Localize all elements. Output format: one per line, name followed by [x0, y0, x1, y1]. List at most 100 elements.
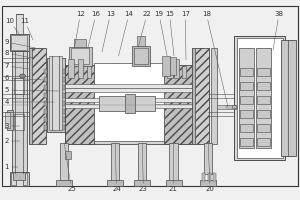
Bar: [62, 125, 65, 130]
Bar: [164, 65, 192, 144]
Text: 17: 17: [181, 11, 190, 60]
Text: 13: 13: [102, 11, 115, 52]
Bar: [174, 59, 179, 78]
Bar: [44, 93, 47, 98]
Bar: [62, 109, 65, 114]
Bar: [62, 85, 65, 90]
Text: 5: 5: [4, 87, 58, 93]
Text: 18: 18: [202, 11, 228, 107]
Bar: [257, 82, 270, 90]
Bar: [44, 117, 47, 122]
Bar: [69, 47, 92, 66]
Bar: [10, 34, 28, 51]
Bar: [44, 85, 47, 90]
Bar: [182, 66, 186, 78]
Bar: [162, 56, 169, 76]
Bar: [5, 112, 10, 128]
Circle shape: [232, 106, 237, 109]
Bar: [74, 39, 86, 47]
Bar: [238, 48, 254, 148]
Bar: [11, 173, 27, 185]
Circle shape: [20, 74, 26, 78]
Bar: [138, 143, 146, 186]
Bar: [14, 78, 24, 94]
Bar: [29, 48, 46, 144]
Bar: [62, 117, 65, 122]
Bar: [7, 110, 13, 130]
Text: 15: 15: [165, 11, 174, 56]
Bar: [62, 93, 65, 98]
Text: 38: 38: [273, 11, 284, 50]
Text: 4: 4: [4, 99, 54, 105]
Bar: [192, 48, 208, 144]
Bar: [211, 48, 217, 144]
Bar: [62, 69, 65, 74]
Bar: [257, 110, 270, 118]
Bar: [124, 94, 135, 113]
Bar: [65, 84, 192, 88]
Bar: [13, 172, 26, 180]
Bar: [134, 48, 148, 64]
Bar: [10, 172, 28, 186]
Bar: [192, 48, 195, 144]
Bar: [137, 36, 145, 46]
Text: 22: 22: [139, 11, 152, 46]
Text: 11: 11: [20, 18, 33, 40]
Bar: [237, 38, 283, 158]
Bar: [132, 96, 155, 111]
Bar: [240, 82, 253, 90]
Bar: [16, 173, 22, 186]
Text: 7: 7: [4, 63, 29, 69]
Text: 24: 24: [112, 143, 121, 192]
Bar: [257, 138, 270, 146]
Bar: [44, 69, 47, 74]
Bar: [12, 51, 27, 173]
Text: 20: 20: [206, 143, 214, 192]
Bar: [167, 59, 173, 78]
Bar: [71, 48, 89, 64]
Bar: [208, 173, 211, 181]
Text: 23: 23: [139, 143, 148, 192]
Bar: [166, 180, 182, 186]
Bar: [68, 59, 74, 78]
Bar: [65, 88, 192, 92]
Bar: [65, 66, 191, 78]
Bar: [281, 40, 296, 156]
Bar: [257, 96, 270, 104]
Bar: [240, 68, 253, 76]
Bar: [60, 143, 68, 186]
Bar: [44, 125, 47, 130]
Bar: [169, 143, 178, 186]
Bar: [107, 180, 123, 186]
Text: 8: 8: [4, 50, 32, 58]
Bar: [65, 65, 94, 144]
Bar: [29, 48, 32, 144]
Text: 21: 21: [169, 143, 178, 192]
Text: 19: 19: [154, 11, 167, 56]
Bar: [44, 77, 47, 82]
Bar: [240, 96, 253, 104]
Bar: [65, 104, 192, 108]
Text: 2: 2: [4, 138, 20, 144]
Bar: [213, 173, 216, 181]
Bar: [87, 66, 91, 78]
Text: 9: 9: [4, 39, 35, 48]
Bar: [99, 96, 128, 111]
Bar: [78, 59, 83, 78]
Bar: [44, 109, 47, 114]
Text: 3: 3: [4, 123, 20, 129]
Bar: [170, 57, 176, 75]
Text: 12: 12: [74, 11, 85, 48]
Bar: [62, 101, 65, 106]
Bar: [14, 114, 24, 130]
Text: 25: 25: [64, 143, 76, 192]
Bar: [234, 36, 285, 160]
Bar: [217, 105, 236, 109]
Bar: [132, 46, 150, 66]
Bar: [257, 68, 270, 76]
Text: 6: 6: [4, 75, 44, 81]
Bar: [200, 180, 216, 186]
Bar: [16, 14, 22, 34]
Bar: [202, 173, 205, 181]
Text: 1: 1: [4, 164, 18, 170]
